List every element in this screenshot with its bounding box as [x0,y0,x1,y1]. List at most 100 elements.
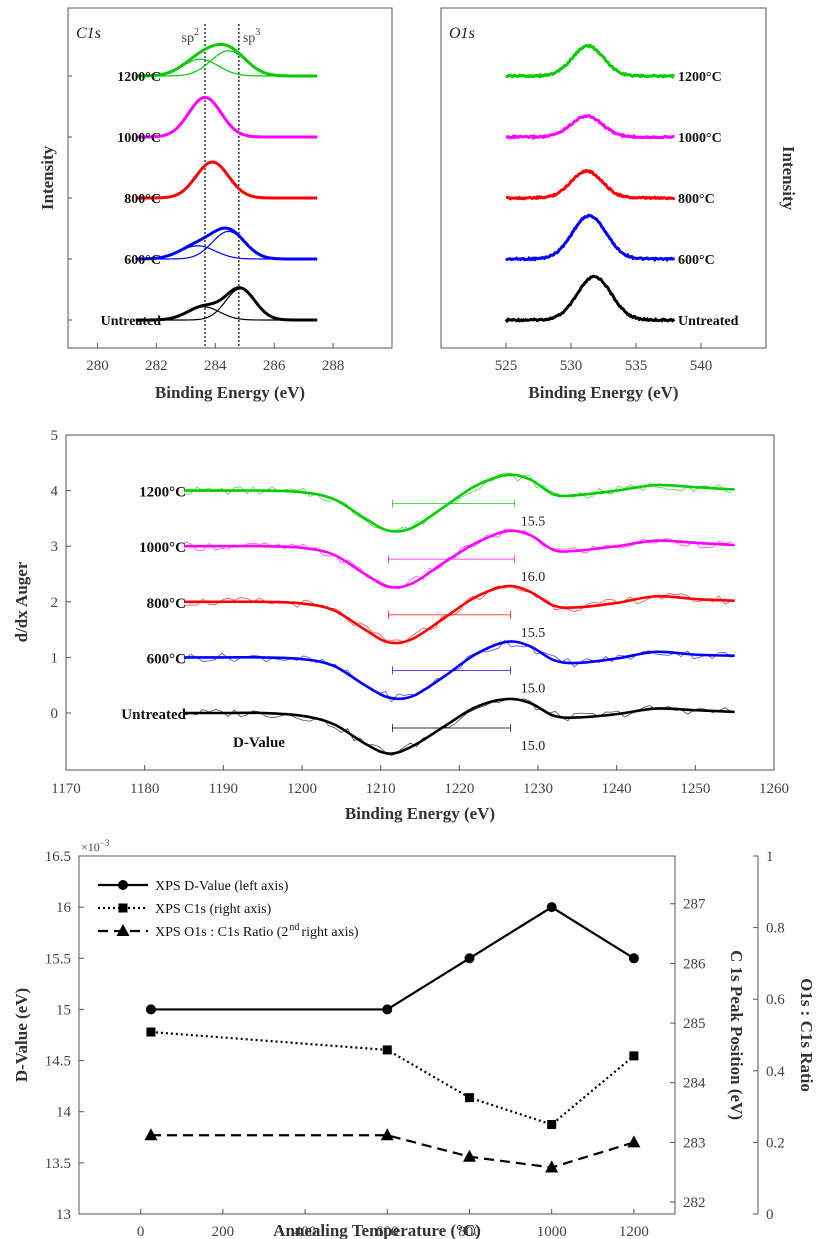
o1s-series-label: 1200°C [678,70,722,85]
o1s-panel: 525 530 535 540 Binding Energy (eV) Intensity… [440,7,798,402]
annealing-exponent-power: −3 [100,838,110,848]
annealing-point-square [547,1120,557,1129]
auger-x-axis-label: Binding Energy (eV) [345,804,495,823]
annealing-x-tick-label: 0 [137,1224,145,1239]
c1s-panel: 280 282 284 286 288 Binding Energy (eV) Intens… [38,7,393,402]
o1s-panel-label: O1s [449,25,475,42]
annealing-series-line [150,905,635,1011]
o1s-series-label: 1000°C [678,131,722,146]
o1s-series-line [505,113,675,141]
annealing-y2-axis-label: C 1s Peak Position (eV) [727,950,746,1120]
c1s-series-line [135,160,318,200]
annealing-point-triangle [627,1135,641,1148]
auger-x-tick-label: 1210 [366,781,396,797]
c1s-series-label: 1200°C [117,70,161,85]
auger-x-tick-label: 1260 [759,781,789,797]
auger-x-tick-label: 1190 [209,781,238,797]
o1s-series-label: Untreated [678,314,739,329]
annealing-y2-tick-label: 284 [683,1076,706,1092]
auger-dvalue-label: 15.0 [521,681,546,696]
o1s-plot-frame [440,7,767,349]
o1s-series-line [505,168,676,201]
o1s-series-line [504,274,676,324]
c1s-annotation: sp3 [243,27,260,46]
auger-x-tick-label: 1200 [287,781,317,797]
annealing-x-tick-label: 800 [458,1224,481,1239]
c1s-series-label: 800°C [124,192,161,207]
annealing-y-axis-label: D-Value (eV) [12,988,31,1082]
c1s-series-line [135,95,318,139]
c1s-annotation: sp2 [182,27,199,46]
c1s-x-axis-label: Binding Energy (eV) [155,383,305,402]
annealing-series-line [150,1030,635,1126]
auger-series-label: 800°C [147,596,186,612]
auger-y-tick-label: 0 [51,706,59,722]
annealing-y3-tick-label: 0.6 [766,992,785,1008]
c1s-x-tick-label: 282 [145,358,168,374]
auger-x-tick-label: 1170 [51,781,80,797]
c1s-plot-frame [67,7,393,349]
annealing-legend-label-tail: right axis) [301,925,358,940]
annealing-y3-tick-label: 0.4 [766,1064,785,1080]
annealing-y-tick-label: 14 [56,1105,72,1121]
annealing-y-tick-label: 13.5 [45,1156,71,1172]
auger-panel: 1170 1180 1190 1200 1210 1220 1230 1240 1250 1260… [12,428,789,823]
annealing-panel: 0 200 400 600 800 1000 1200 13 13.5 14 14.5 15 15.5 1… [12,838,816,1239]
annealing-x-tick-label: 1000 [537,1224,567,1239]
auger-x-tick-label: 1250 [680,781,710,797]
annealing-y-tick-label: 15 [56,1002,71,1018]
c1s-series-label: 600°C [124,253,161,268]
annealing-legend-label-sup: nd [289,922,299,933]
auger-series-label: 600°C [147,651,186,667]
auger-y-axis-label: d/dx Auger [12,561,31,642]
annealing-legend-label: XPS D-Value (left axis) [155,879,289,894]
annealing-y3-tick-label: 0 [766,1207,774,1223]
auger-dvalue-label: 16.0 [521,570,546,585]
auger-series-line [184,584,735,645]
auger-plot-frame [65,434,775,771]
o1s-series-label: 600°C [678,253,715,268]
c1s-series-label: Untreated [101,314,162,329]
c1s-annotation-sup: 2 [194,27,199,38]
annealing-y2-tick-label: 287 [683,897,706,913]
o1s-x-tick-label: 530 [560,358,583,374]
annealing-y-tick-label: 13 [56,1207,71,1223]
annealing-exponent-label: ×10−3 [81,838,110,854]
annealing-point-triangle [144,1128,158,1141]
c1s-x-tick-label: 280 [86,358,109,374]
annealing-x-axis-label: Annealing Temperature (°C) [273,1221,481,1239]
auger-dvalue-label: 15.0 [521,739,546,754]
auger-y-tick-label: 3 [51,539,59,555]
annealing-y3-axis-label: O1s : C1s Ratio [797,978,816,1092]
auger-x-tick-label: 1240 [602,781,632,797]
annealing-point-circle [118,880,128,890]
auger-dvalue-label: 15.5 [521,515,546,530]
annealing-point-square [118,903,128,913]
auger-x-tick-label: 1180 [130,781,159,797]
annealing-point-square [146,1027,156,1037]
auger-annotation: D-Value [233,735,285,751]
auger-y-tick-label: 2 [51,595,59,611]
annealing-point-triangle [116,924,130,936]
annealing-y2-tick-label: 285 [683,1016,706,1032]
annealing-point-square [464,1093,474,1103]
annealing-y-tick-label: 16 [56,900,72,916]
auger-raw-trace [183,472,732,532]
c1s-x-tick-label: 288 [322,358,345,374]
c1s-series-line [135,42,318,78]
auger-raw-trace [183,584,732,644]
o1s-series-line [504,43,675,79]
auger-series-line [184,640,735,701]
annealing-y-tick-label: 16.5 [45,849,71,865]
c1s-y-axis-label: Intensity [38,145,57,210]
c1s-series-line [135,226,318,261]
annealing-x-tick-label: 600 [376,1224,399,1239]
annealing-point-circle [546,902,557,913]
c1s-x-tick-label: 286 [263,358,286,374]
auger-raw-trace [183,639,732,703]
o1s-x-tick-label: 525 [495,358,518,374]
c1s-panel-label: C1s [76,25,101,42]
auger-dvalue-label: 15.5 [521,626,546,641]
auger-series-label: Untreated [121,707,186,723]
o1s-y-axis-label: Intensity [779,146,798,211]
